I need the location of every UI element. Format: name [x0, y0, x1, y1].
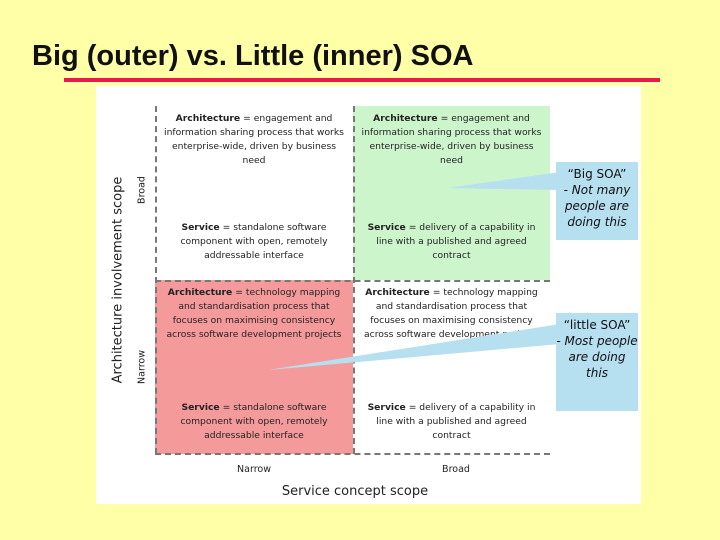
little-soa-note: - Most people are doing this: [556, 334, 638, 380]
x-tick-broad: Broad: [442, 464, 470, 475]
big-soa-heading: “Big SOA”: [567, 167, 627, 181]
quadrant-bottom-right: Architecture = technology mapping and st…: [353, 280, 550, 454]
title-underline: [64, 78, 660, 82]
x-tick-narrow: Narrow: [237, 464, 271, 475]
architecture-definition: Architecture = engagement and informatio…: [164, 113, 344, 166]
service-definition: Service = delivery of a capability in li…: [367, 402, 536, 441]
slide-title: Big (outer) vs. Little (inner) SOA: [32, 40, 474, 72]
quadrant-top-left: Architecture = engagement and informatio…: [155, 106, 353, 280]
quadrant-top-right: Architecture = engagement and informatio…: [353, 106, 550, 280]
big-soa-note: - Not many people are doing this: [563, 183, 631, 229]
big-soa-callout: “Big SOA” - Not many people are doing th…: [556, 162, 638, 240]
service-definition: Service = standalone software component …: [180, 222, 328, 261]
architecture-definition: Architecture = engagement and informatio…: [361, 113, 542, 166]
quadrant-grid: Architecture = engagement and informatio…: [155, 106, 550, 455]
little-soa-pointer: [268, 324, 560, 370]
architecture-definition: Architecture = technology mapping and st…: [166, 287, 342, 340]
architecture-definition: Architecture = technology mapping and st…: [364, 287, 539, 340]
service-definition: Service = delivery of a capability in li…: [367, 222, 536, 261]
x-axis-label: Service concept scope: [281, 484, 429, 499]
horizontal-divider: [155, 280, 550, 282]
little-soa-callout: “little SOA” - Most people are doing thi…: [556, 313, 638, 411]
service-definition: Service = standalone software component …: [180, 402, 328, 441]
grid-bottom-border: [155, 453, 550, 455]
little-soa-heading: “little SOA”: [563, 318, 631, 332]
big-soa-pointer: [448, 172, 560, 190]
quadrant-bottom-left: Architecture = technology mapping and st…: [155, 280, 353, 454]
